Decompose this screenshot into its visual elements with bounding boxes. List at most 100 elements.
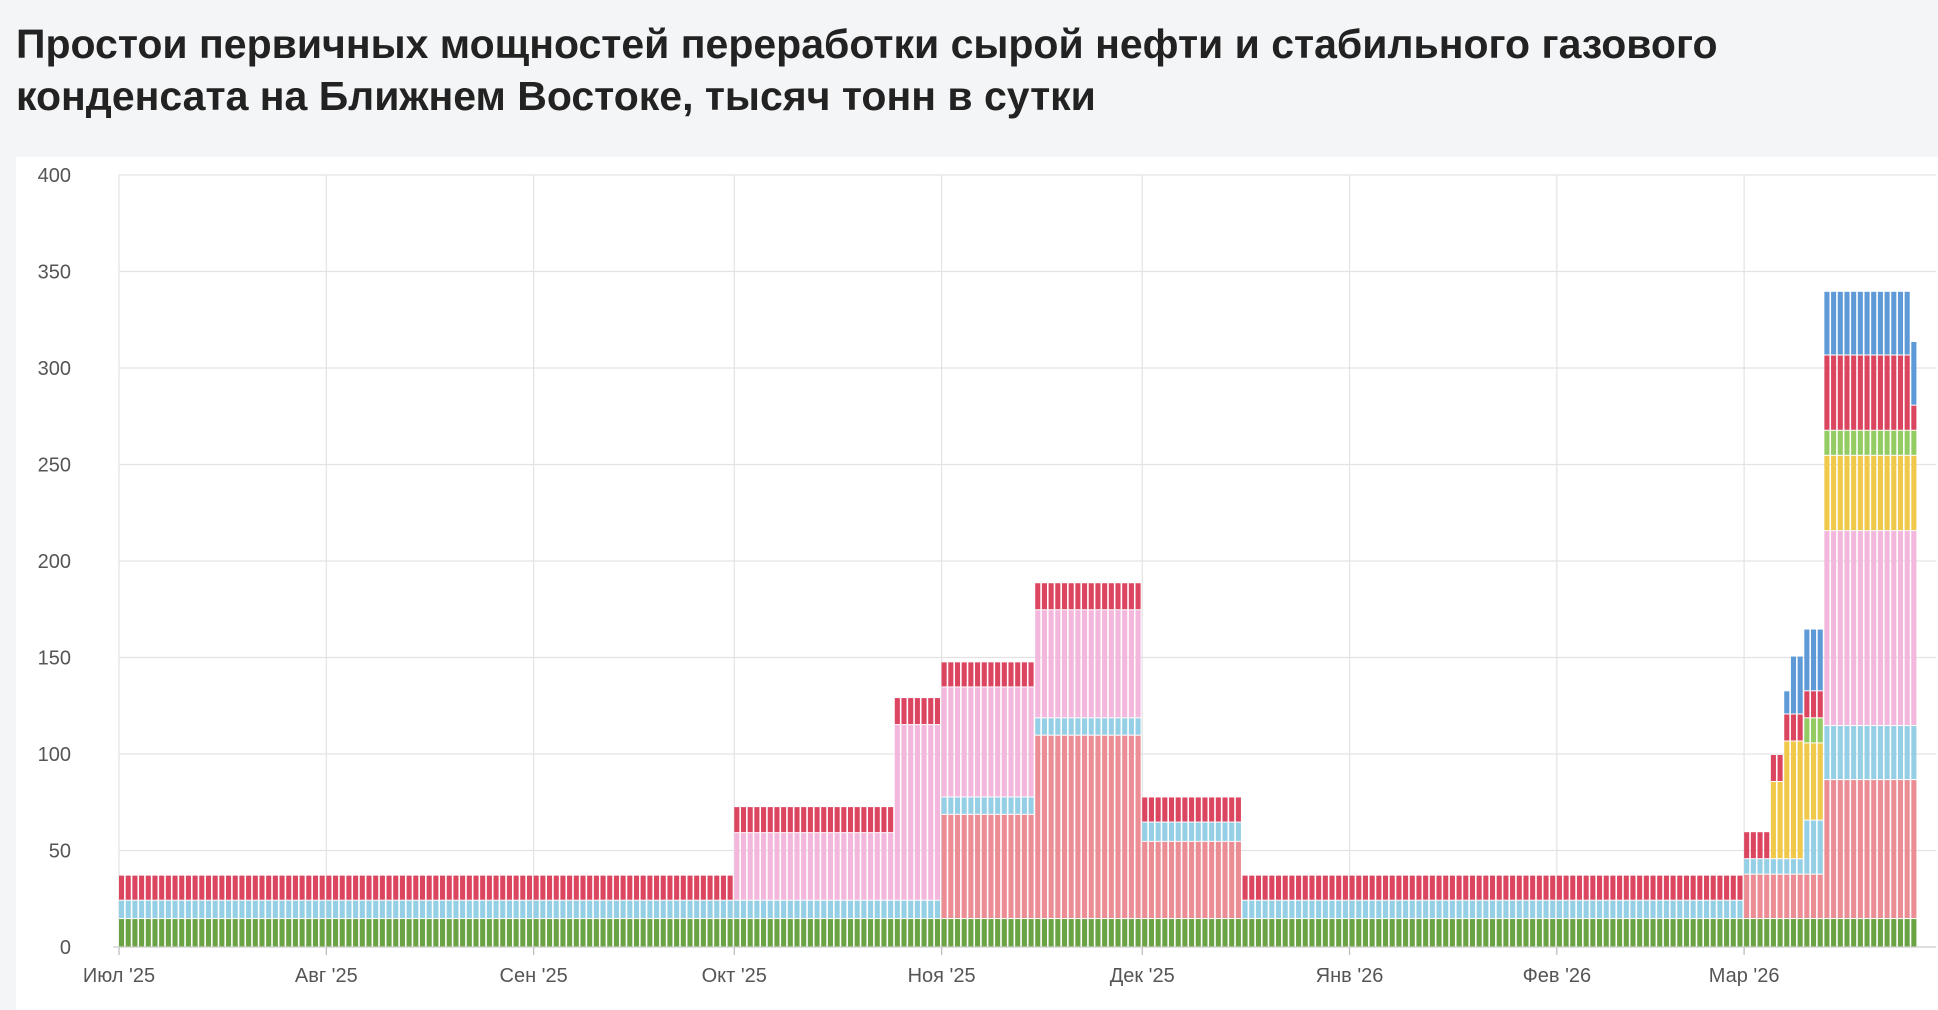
bar-segment-green	[1356, 919, 1362, 947]
bar-segment-red	[921, 698, 927, 725]
day-bar	[1630, 875, 1636, 947]
bar-segment-green	[1282, 919, 1288, 947]
bar-segment-pink	[854, 833, 860, 900]
day-bar	[567, 875, 573, 947]
bar-segment-lightblue	[1750, 859, 1756, 874]
day-bar	[593, 875, 599, 947]
bar-segment-lightblue	[500, 900, 506, 919]
bar-segment-green	[1102, 919, 1108, 947]
bar-segment-green	[1483, 919, 1489, 947]
day-bar	[1088, 583, 1094, 947]
bar-segment-pink	[995, 687, 1001, 797]
bar-segment-salmon	[1202, 841, 1208, 919]
bar-segment-green	[1068, 919, 1074, 947]
bar-segment-lightblue	[587, 900, 593, 919]
bar-segment-green	[1576, 919, 1583, 947]
x-tick-label: Авг '25	[295, 965, 358, 987]
bar-segment-green	[246, 919, 252, 947]
bar-segment-green	[1055, 919, 1061, 947]
bar-segment-red	[868, 807, 874, 833]
bar-segment-red	[1770, 755, 1776, 782]
bar-segment-green	[199, 919, 205, 947]
bar-segment-red	[627, 875, 633, 900]
day-bar	[326, 875, 332, 947]
bar-segment-salmon	[1142, 841, 1148, 919]
bar-segment-green	[1001, 919, 1007, 947]
bar-segment-lightblue	[1195, 822, 1201, 841]
bar-segment-red	[647, 875, 653, 900]
bar-segment-green	[761, 919, 767, 947]
bar-segment-lightblue	[1650, 900, 1656, 919]
bar-segment-red	[1717, 875, 1723, 900]
bar-segment-blue	[1797, 656, 1803, 714]
bar-segment-lightblue	[1489, 900, 1496, 919]
bar-segment-lightblue	[761, 900, 767, 919]
day-bar	[1610, 875, 1616, 947]
bar-segment-red	[547, 875, 553, 900]
day-bar	[834, 807, 840, 947]
day-bar	[446, 875, 452, 947]
bar-segment-green	[159, 919, 165, 947]
day-bar	[714, 875, 720, 947]
bar-segment-red	[781, 807, 787, 833]
bar-segment-salmon	[1041, 735, 1047, 919]
day-bar	[908, 698, 914, 947]
bar-segment-lightblue	[1235, 822, 1241, 841]
bar-segment-lightblue	[1563, 900, 1569, 919]
bar-segment-green	[506, 919, 512, 947]
bar-segment-lightblue	[868, 900, 874, 919]
bar-segment-salmon	[1235, 841, 1241, 919]
day-bar	[1209, 797, 1215, 947]
bar-segment-salmon	[954, 814, 961, 919]
bar-segment-red	[714, 875, 720, 900]
bar-segment-lightblue	[1503, 900, 1509, 919]
bar-segment-red	[1764, 832, 1770, 859]
day-bar	[1429, 875, 1435, 947]
day-bar	[513, 875, 519, 947]
bar-segment-lightblue	[1496, 900, 1502, 919]
day-bar	[379, 875, 385, 947]
bar-segment-green	[1088, 919, 1094, 947]
bar-segment-lightblue	[1904, 726, 1910, 780]
day-bar	[1677, 875, 1683, 947]
bar-segment-lightblue	[1142, 822, 1148, 841]
bar-segment-pink	[787, 833, 793, 900]
bar-segment-red	[1235, 797, 1241, 822]
bar-segment-red	[1576, 875, 1583, 900]
day-bar	[419, 875, 426, 947]
bar-segment-green	[754, 919, 760, 947]
bar-segment-pink	[1068, 610, 1074, 718]
bar-segment-green	[1155, 919, 1161, 947]
day-bar	[480, 875, 486, 947]
day-bar	[252, 875, 258, 947]
bar-segment-lightblue	[1610, 900, 1616, 919]
bar-segment-green	[520, 919, 526, 947]
day-bar	[486, 875, 492, 947]
bar-segment-lightblue	[480, 900, 486, 919]
day-bar	[152, 875, 158, 947]
bar-segment-lightblue	[266, 900, 272, 919]
day-bar	[761, 807, 767, 947]
bar-segment-red	[1102, 583, 1108, 610]
bar-segment-red	[1463, 875, 1469, 900]
bar-segment-lightblue	[179, 900, 185, 919]
bar-segment-pink	[1877, 531, 1883, 726]
bar-segment-lightblue	[1657, 900, 1663, 919]
bar-segment-lightblue	[1356, 900, 1362, 919]
bar-segment-lightblue	[165, 900, 171, 919]
bar-segment-salmon	[1021, 814, 1027, 919]
bar-segment-red	[379, 875, 385, 900]
bar-segment-lightblue	[1229, 822, 1235, 841]
bar-segment-lightblue	[119, 900, 125, 919]
bar-segment-lightblue	[1590, 900, 1596, 919]
bar-segment-green	[774, 919, 780, 947]
bar-segment-lightblue	[1623, 900, 1629, 919]
bar-segment-red	[399, 875, 405, 900]
bar-segment-pink	[740, 833, 747, 900]
bar-segment-green	[1496, 919, 1502, 947]
bar-segment-pink	[1108, 610, 1114, 718]
bar-segment-salmon	[1857, 780, 1863, 919]
bar-segment-red	[226, 875, 232, 900]
bar-segment-green	[1764, 919, 1770, 947]
bar-segment-green	[1289, 919, 1295, 947]
